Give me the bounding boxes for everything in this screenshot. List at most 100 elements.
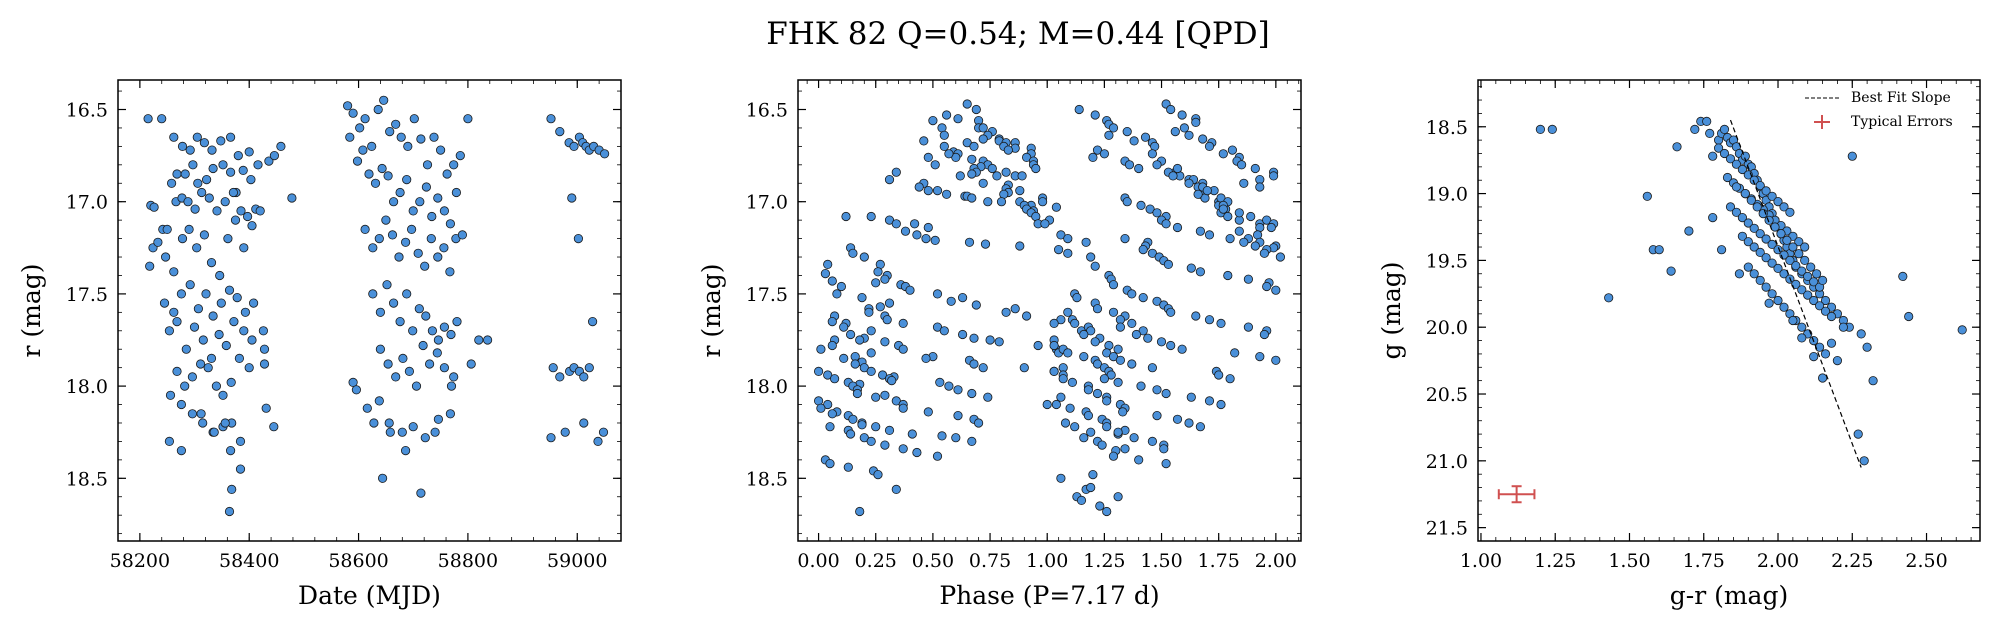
data-point xyxy=(1127,359,1137,369)
y-tick-label: 21.0 xyxy=(1426,451,1468,473)
data-point xyxy=(1717,245,1727,255)
data-point xyxy=(342,101,353,111)
data-point xyxy=(396,132,406,142)
data-point xyxy=(1042,399,1052,410)
data-point xyxy=(957,292,968,303)
data-point xyxy=(992,171,1002,181)
data-point xyxy=(1063,307,1073,317)
data-point xyxy=(403,141,413,151)
data-point xyxy=(1049,318,1059,328)
data-point xyxy=(234,353,244,363)
data-point xyxy=(197,187,207,198)
data-point xyxy=(983,197,993,207)
data-point xyxy=(351,385,361,395)
data-point xyxy=(1714,143,1724,153)
data-point xyxy=(1090,337,1100,347)
data-point xyxy=(855,506,865,517)
data-point xyxy=(1001,307,1011,317)
data-point xyxy=(1812,269,1822,279)
data-point xyxy=(145,261,155,271)
data-point xyxy=(169,267,179,277)
data-point xyxy=(1773,197,1783,207)
data-point xyxy=(233,151,243,161)
data-point xyxy=(1086,252,1096,262)
data-point xyxy=(1761,253,1771,263)
data-point xyxy=(374,396,384,406)
data-point xyxy=(932,451,943,461)
data-point xyxy=(374,234,384,244)
data-point xyxy=(1134,163,1144,174)
data-point xyxy=(1063,248,1073,258)
data-point xyxy=(1234,208,1244,218)
data-point xyxy=(1056,392,1066,402)
data-point xyxy=(402,289,412,299)
data-point xyxy=(1794,237,1804,247)
y-tick-label: 21.5 xyxy=(1426,518,1468,540)
data-point xyxy=(1708,151,1718,161)
data-point xyxy=(364,169,374,179)
data-point xyxy=(1547,124,1557,134)
data-point xyxy=(1722,172,1733,183)
data-point xyxy=(1734,269,1745,279)
data-point xyxy=(1184,130,1194,140)
data-point xyxy=(1184,418,1194,428)
data-point xyxy=(1079,351,1089,362)
data-point xyxy=(239,243,249,253)
data-point xyxy=(1868,376,1878,386)
data-point xyxy=(414,304,424,314)
data-point xyxy=(1259,329,1270,340)
data-point xyxy=(415,197,425,207)
data-point xyxy=(446,381,457,391)
data-point xyxy=(397,427,407,437)
data-point xyxy=(1186,392,1196,402)
data-point xyxy=(427,211,437,222)
data-point xyxy=(946,296,956,306)
data-point xyxy=(951,433,961,443)
x-tick-label: 1.75 xyxy=(1198,550,1240,572)
data-point xyxy=(1743,218,1753,228)
data-point xyxy=(1755,181,1765,191)
data-point xyxy=(413,248,423,258)
data-point xyxy=(955,171,965,181)
data-point xyxy=(816,403,826,413)
data-point xyxy=(445,267,455,277)
data-point xyxy=(360,114,370,124)
data-point xyxy=(1269,171,1279,181)
data-point xyxy=(1198,134,1208,144)
data-point xyxy=(1761,282,1771,292)
data-point xyxy=(1262,281,1272,292)
data-point xyxy=(1063,348,1073,358)
data-point xyxy=(1815,301,1825,311)
data-point xyxy=(1737,213,1748,223)
data-point xyxy=(199,138,209,148)
data-point xyxy=(394,252,404,262)
data-point xyxy=(375,344,385,354)
data-point xyxy=(1166,307,1176,317)
data-point xyxy=(1204,141,1215,151)
data-point xyxy=(1791,261,1801,271)
data-point xyxy=(891,219,901,229)
data-point xyxy=(866,211,876,222)
data-point xyxy=(226,132,236,142)
data-point xyxy=(202,175,212,185)
data-point xyxy=(1113,377,1123,387)
data-point xyxy=(253,160,263,170)
data-point xyxy=(941,110,952,120)
data-point xyxy=(923,222,933,233)
data-point xyxy=(873,469,883,480)
data-point xyxy=(1070,318,1080,328)
data-point xyxy=(845,329,856,340)
data-point xyxy=(1076,495,1087,505)
data-point xyxy=(264,156,274,166)
data-point xyxy=(1216,318,1226,328)
data-point xyxy=(871,392,881,402)
data-point xyxy=(1250,241,1260,251)
data-point xyxy=(573,234,584,244)
data-point xyxy=(1019,363,1029,373)
data-point xyxy=(232,292,242,303)
data-point xyxy=(560,427,570,437)
data-point xyxy=(1809,351,1819,362)
data-point xyxy=(1797,285,1807,295)
x-tick-label: 1.75 xyxy=(1683,550,1725,572)
x-tick-label: 1.25 xyxy=(1083,550,1125,572)
